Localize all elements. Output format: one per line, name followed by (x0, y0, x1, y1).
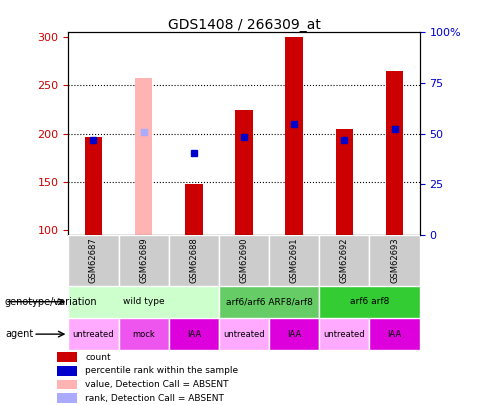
Bar (58, 352, 77, 362)
Text: GSM62688: GSM62688 (189, 237, 198, 283)
Text: GSM62692: GSM62692 (340, 237, 349, 283)
Bar (319, 318, 369, 350)
Bar (319, 286, 420, 318)
Text: GSM62687: GSM62687 (89, 237, 98, 283)
Text: wild type: wild type (123, 297, 164, 306)
Text: arf6/arf6 ARF8/arf8: arf6/arf6 ARF8/arf8 (225, 297, 312, 306)
Text: GDS1408 / 266309_at: GDS1408 / 266309_at (167, 18, 321, 32)
Bar (369, 235, 420, 286)
Text: untreated: untreated (223, 330, 265, 339)
Bar (219, 235, 269, 286)
Text: percentile rank within the sample: percentile rank within the sample (85, 366, 239, 375)
Bar (58, 393, 77, 403)
Text: arf6 arf8: arf6 arf8 (350, 297, 389, 306)
Bar (369, 318, 420, 350)
Text: rank, Detection Call = ABSENT: rank, Detection Call = ABSENT (85, 394, 224, 403)
Bar (219, 286, 319, 318)
Bar (68, 235, 119, 286)
Text: GSM62690: GSM62690 (240, 237, 248, 283)
Text: count: count (85, 353, 111, 362)
Bar (336, 129, 353, 235)
Text: genotype/variation: genotype/variation (5, 297, 98, 307)
Bar (386, 71, 404, 235)
Bar (285, 37, 303, 235)
Bar (169, 235, 219, 286)
Bar (58, 380, 77, 389)
Bar (219, 318, 269, 350)
Bar (58, 366, 77, 375)
Text: value, Detection Call = ABSENT: value, Detection Call = ABSENT (85, 380, 229, 389)
Bar (235, 109, 253, 235)
Bar (269, 318, 319, 350)
Text: GSM62693: GSM62693 (390, 237, 399, 283)
Text: GSM62691: GSM62691 (290, 237, 299, 283)
Bar (68, 318, 119, 350)
Text: mock: mock (132, 330, 155, 339)
Bar (185, 184, 203, 235)
Bar (319, 235, 369, 286)
Bar (169, 318, 219, 350)
Text: untreated: untreated (73, 330, 114, 339)
Bar (119, 235, 169, 286)
Text: IAA: IAA (387, 330, 402, 339)
Bar (84, 136, 102, 235)
Text: GSM62689: GSM62689 (139, 237, 148, 283)
Text: agent: agent (5, 329, 33, 339)
Bar (135, 78, 152, 235)
Bar (269, 235, 319, 286)
Bar (119, 318, 169, 350)
Text: untreated: untreated (324, 330, 365, 339)
Text: IAA: IAA (187, 330, 201, 339)
Text: IAA: IAA (287, 330, 301, 339)
Bar (68, 286, 219, 318)
